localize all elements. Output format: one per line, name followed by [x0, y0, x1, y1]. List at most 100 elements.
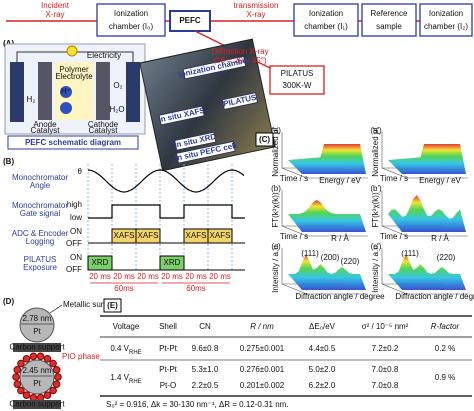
peak-label: (220) — [437, 253, 456, 262]
row-name: Monochromator — [12, 173, 68, 182]
axis-label: Intensity / a.u. — [371, 243, 380, 293]
axis-label: R / Å — [431, 234, 449, 243]
photo-tag — [175, 140, 236, 164]
ionization-chamber-text: Ionization — [309, 9, 343, 18]
table-cell: 2.2±0.5 — [192, 381, 219, 390]
axis-label: Time / s — [380, 232, 408, 241]
table-header: R-factor — [431, 322, 460, 331]
carbon-support — [13, 400, 61, 409]
interval-label: 20 ms — [185, 272, 207, 281]
ionization-chamber-text: Ionization — [114, 9, 148, 18]
table-cell: 6.2±2.0 — [309, 381, 336, 390]
beam-label: Incident — [41, 1, 70, 10]
row-name: Gate signal — [20, 209, 61, 218]
table-cell: 7.0±0.8 — [372, 365, 399, 374]
interval-label: 20 ms — [113, 272, 135, 281]
oxide-bead — [29, 352, 38, 361]
peak-label: (200) — [321, 253, 340, 262]
xafs-window — [135, 228, 161, 244]
diffraction-text: Diffraction X-ray — [211, 47, 268, 56]
data-surface — [288, 254, 366, 290]
interval-label: 20 ms — [209, 272, 231, 281]
axis-label: FT(k³χ(k)) — [271, 192, 280, 228]
pefc-label: PEFC — [179, 16, 201, 25]
particle-note: PtO phase — [62, 352, 100, 361]
oxide-bead — [17, 359, 25, 368]
electrode — [10, 62, 24, 122]
catalyst — [38, 62, 52, 120]
voltage-cell: 0.4 VRHE — [110, 344, 141, 355]
ionization-chamber-text: chamber (I₀) — [109, 22, 154, 31]
table-header: σ² / 10⁻⁵ nm² — [362, 322, 409, 331]
table-cell: 5.0±2.0 — [309, 365, 336, 374]
schematic-text: Electricity — [87, 51, 121, 60]
ionization-chamber-text: chamber (I₁) — [304, 22, 348, 31]
xafs-window — [207, 228, 233, 244]
oxide-bead — [22, 355, 31, 363]
oxide-bead — [52, 366, 61, 374]
axis-label: Energy / eV — [419, 176, 461, 185]
wire — [16, 51, 134, 62]
panel-label: (B) — [3, 157, 14, 166]
oxide-bead — [43, 391, 52, 400]
reference-sample — [361, 3, 417, 37]
carbon-support — [13, 343, 61, 352]
diffraction-text: (2θ = 20 – 45°) — [213, 56, 267, 65]
peak-label: (111) — [401, 249, 419, 258]
plot-tag: (c) — [271, 242, 281, 251]
table-cell: Pt-Pt — [159, 365, 178, 374]
table-header: R / nm — [250, 322, 274, 331]
schematic-text: Catalyst — [31, 126, 61, 135]
schematic-text: Anode — [33, 120, 57, 129]
interval-label: 20 ms — [161, 272, 183, 281]
oxide-bead — [49, 359, 57, 368]
data-surface — [388, 195, 466, 232]
pefc-box — [169, 10, 211, 32]
axis-label: FT(k³χ(k)) — [371, 192, 380, 228]
bulb — [66, 45, 78, 57]
catalyst — [96, 62, 110, 120]
particle-size: 2.78 nm — [23, 314, 52, 323]
photo-tag — [182, 55, 247, 80]
oxide-bead — [52, 380, 61, 389]
oxide-bead — [13, 366, 22, 374]
particle — [19, 359, 55, 395]
gate-signal — [88, 204, 245, 219]
level-label: OFF — [66, 239, 82, 248]
xafs-text: XAFS — [210, 231, 231, 240]
pointer — [49, 304, 63, 314]
beam-label: transmission — [234, 1, 279, 10]
level-label: θ — [78, 167, 83, 176]
level-label: low — [70, 213, 82, 222]
axis-label: R / Å — [331, 234, 349, 243]
xafs-text: XAFS — [138, 231, 159, 240]
row-name: Monochromator — [12, 201, 68, 210]
axis-label: Energy / eV — [319, 176, 361, 185]
schematic-text: Cathode — [88, 120, 119, 129]
level-label: ON — [70, 253, 82, 262]
photo-tag — [174, 131, 217, 151]
panel-label: (E) — [107, 301, 118, 310]
schematic-text: H⁺ — [61, 87, 71, 96]
oxide-bead — [17, 386, 25, 395]
plot-tag: (b') — [370, 184, 382, 193]
peak-label: (111) — [301, 249, 319, 258]
row-name: PILATUS — [24, 255, 57, 264]
table-cell: 5.3±1.0 — [192, 365, 219, 374]
photo-tag — [158, 105, 205, 126]
axis-label: Normalized μt — [271, 126, 280, 176]
table-cell: 7.2±0.2 — [372, 344, 399, 353]
table-header: Shell — [159, 322, 177, 331]
electrode — [126, 62, 140, 122]
row-name: Angle — [30, 181, 51, 190]
xafs-text: XAFS — [114, 231, 135, 240]
plot-tag: (c') — [371, 242, 382, 251]
schematic-title-box — [7, 135, 139, 150]
schematic-text: O₂ — [113, 81, 122, 90]
panel-label-box — [255, 132, 274, 147]
data-surface — [288, 200, 366, 232]
panel-label: (C) — [259, 135, 270, 144]
ion — [60, 102, 72, 114]
reference-sample-text: Reference — [371, 9, 408, 18]
axis-label: Diffraction angle / degree — [295, 292, 385, 301]
